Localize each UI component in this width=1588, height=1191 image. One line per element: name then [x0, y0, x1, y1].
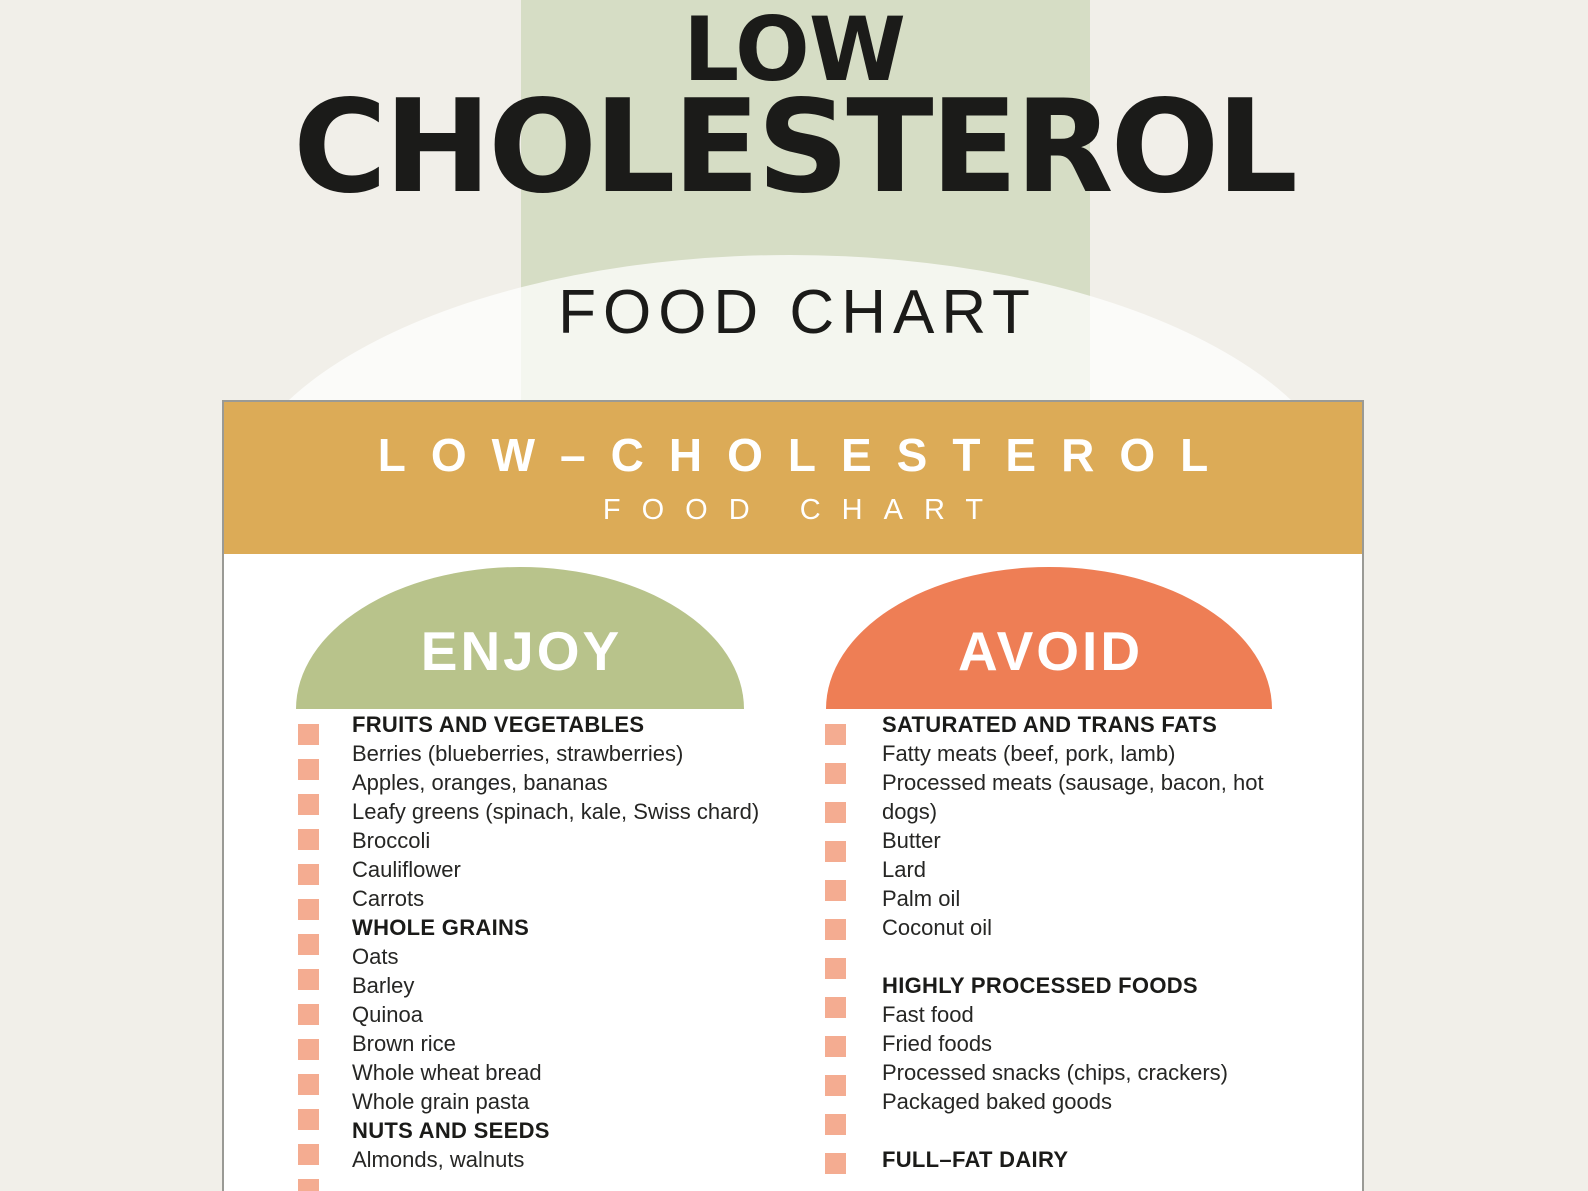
list-entry: FULL–FAT DAIRY: [882, 1147, 1069, 1172]
list-entry: [882, 1116, 1290, 1145]
avoid-food-list: SATURATED AND TRANS FATS Fatty meats (bee…: [882, 710, 1290, 1174]
list-entry: Broccoli: [352, 828, 431, 853]
list-entry: Processed meats (sausage, bacon, hot dog…: [882, 770, 1264, 824]
list-entry: SATURATED AND TRANS FATS: [882, 712, 1218, 737]
avoid-badge: AVOID: [826, 567, 1272, 709]
list-entry: HIGHLY PROCESSED FOODS: [882, 973, 1198, 998]
hero-subtitle-text: FOOD CHART: [558, 278, 1037, 347]
card-subtitle: FOOD CHART: [602, 494, 1005, 526]
list-entry: FRUITS AND VEGETABLES: [352, 712, 645, 737]
list-entry: Carrots: [352, 886, 425, 911]
hero-title-line2: CHOLESTEROL: [293, 73, 1298, 222]
enjoy-food-list: FRUITS AND VEGETABLES Berries (blueberrie…: [352, 710, 817, 1174]
list-entry: [882, 942, 1290, 971]
list-entry: Cauliflower: [352, 857, 461, 882]
avoid-badge-label: AVOID: [957, 620, 1144, 682]
list-entry: Oats: [352, 944, 399, 969]
enjoy-checkbox-rail: [298, 724, 319, 1191]
list-entry: Coconut oil: [882, 915, 993, 940]
list-entry: Brown rice: [352, 1031, 456, 1056]
list-entry: Whole grain pasta: [352, 1089, 530, 1114]
list-entry: Berries (blueberries, strawberries): [352, 741, 684, 766]
list-entry: Packaged baked goods: [882, 1089, 1112, 1114]
hero-title-line1: LOW: [683, 0, 906, 101]
card-title: LOW–CHOLESTEROL: [377, 429, 1234, 481]
list-entry: Lard: [882, 857, 927, 882]
card-header: LOW–CHOLESTEROL FOOD CHART: [224, 402, 1362, 554]
list-entry: Quinoa: [352, 1002, 423, 1027]
list-entry: WHOLE GRAINS: [352, 915, 530, 940]
hero-subtitle: FOOD CHART: [0, 278, 1588, 348]
list-entry: Fast food: [882, 1002, 974, 1027]
enjoy-badge: ENJOY: [296, 567, 744, 709]
list-entry: Fried foods: [882, 1031, 993, 1056]
food-chart-card: LOW–CHOLESTEROL FOOD CHART ENJOY AVOID F…: [222, 400, 1364, 1191]
list-entry: Fatty meats (beef, pork, lamb): [882, 741, 1176, 766]
avoid-checkbox-rail: [825, 724, 846, 1191]
list-entry: Barley: [352, 973, 415, 998]
list-entry: Palm oil: [882, 886, 961, 911]
list-entry: Whole wheat bread: [352, 1060, 542, 1085]
list-entry: Almonds, walnuts: [352, 1147, 525, 1172]
list-entry: Processed snacks (chips, crackers): [882, 1060, 1228, 1085]
list-entry: Apples, oranges, bananas: [352, 770, 608, 795]
enjoy-badge-label: ENJOY: [420, 620, 623, 682]
list-entry: Leafy greens (spinach, kale, Swiss chard…: [352, 799, 760, 824]
list-entry: NUTS AND SEEDS: [352, 1118, 550, 1143]
list-entry: Butter: [882, 828, 941, 853]
